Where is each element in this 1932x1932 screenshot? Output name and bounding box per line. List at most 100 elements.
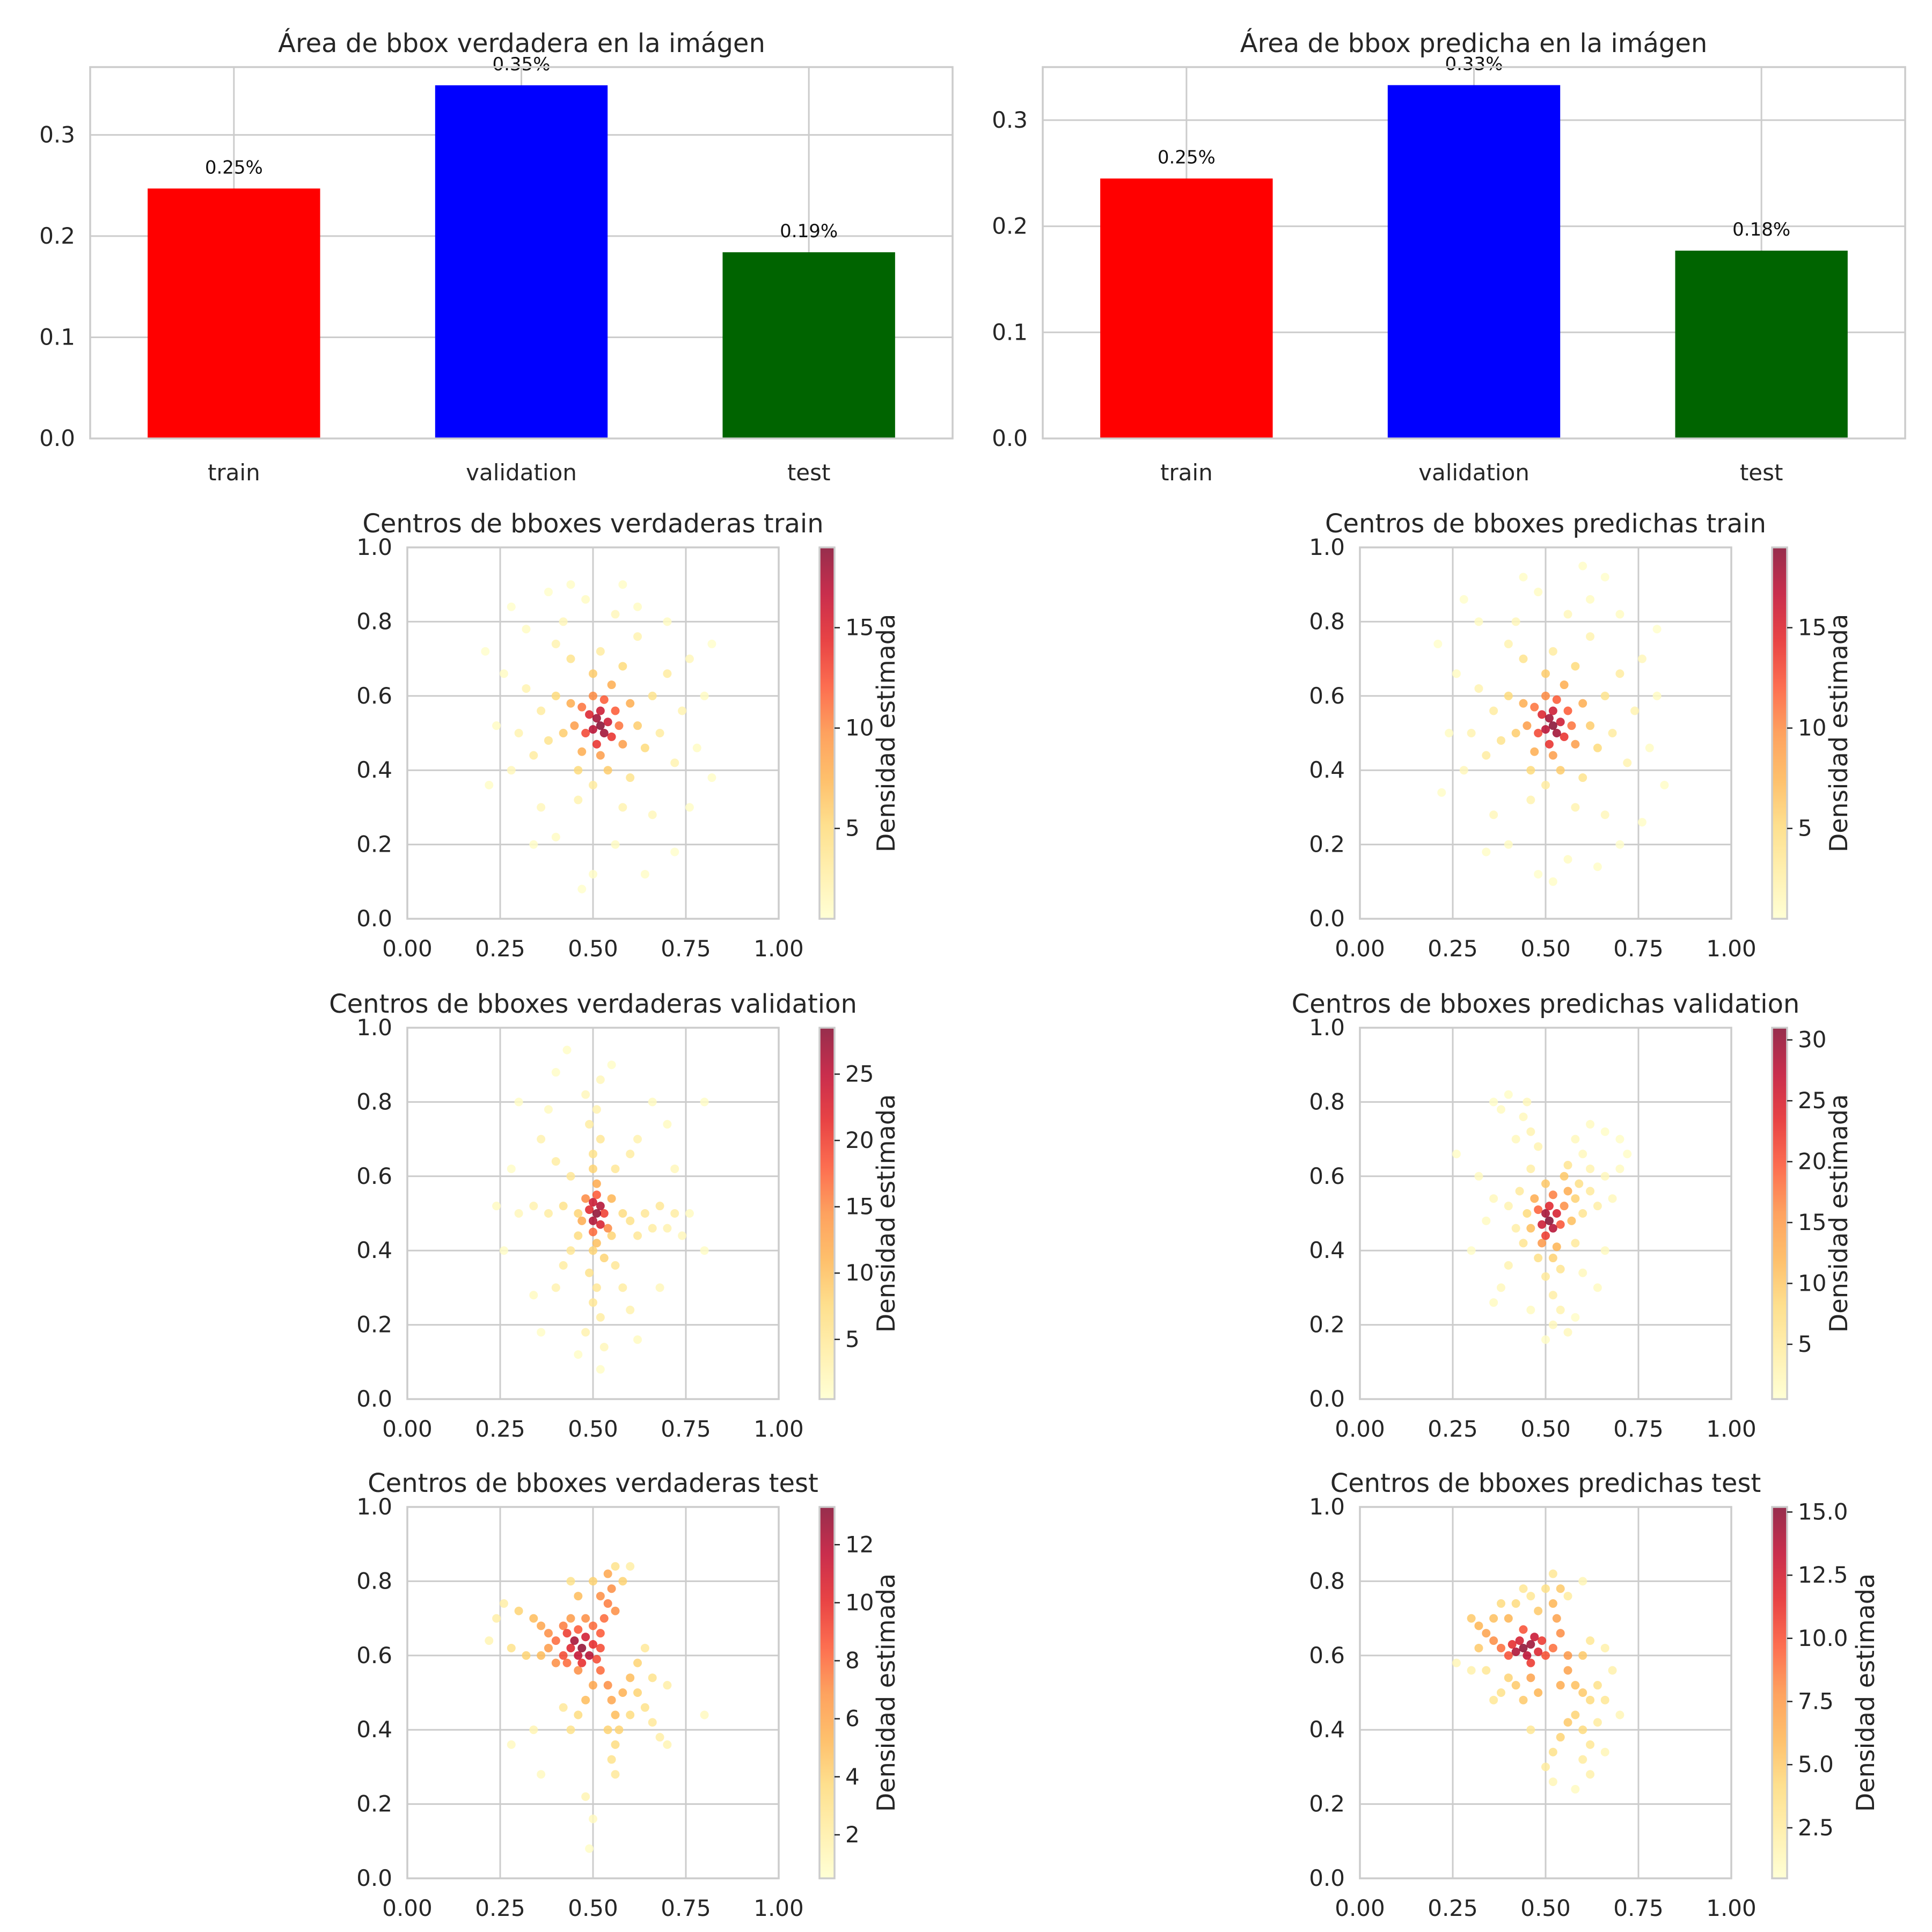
scatter-point: [485, 780, 494, 789]
scatter-point: [1482, 1629, 1491, 1638]
scatter-point: [1571, 1194, 1580, 1203]
scatter-point: [603, 1224, 612, 1233]
scatter-point: [566, 1725, 575, 1735]
scatter-point: [562, 1629, 572, 1638]
scatter-panel: Centros de bboxes predichas train 0.00 0.2…: [1309, 509, 1853, 962]
scatter-point: [1571, 1239, 1580, 1248]
scatter-point: [618, 1577, 627, 1586]
scatter-point: [551, 1068, 560, 1077]
y-tick-label: 0.2: [356, 1312, 392, 1338]
scatter-point: [1552, 695, 1561, 704]
x-tick-label: 0.00: [1335, 1416, 1385, 1442]
colorbar-tick-label: 25: [1798, 1087, 1826, 1114]
scatter-point: [648, 1673, 657, 1682]
scatter-point: [1571, 1784, 1580, 1794]
x-tick-label: 0.25: [1428, 1895, 1478, 1921]
scatter-point: [1567, 1216, 1576, 1225]
scatter-point: [544, 1643, 553, 1652]
scatter-point: [570, 1636, 579, 1645]
scatter-point: [1615, 1710, 1624, 1719]
scatter-point: [640, 743, 649, 752]
scatter-point: [611, 1710, 620, 1719]
scatter-point: [1586, 1770, 1595, 1779]
scatter-point: [499, 1246, 508, 1255]
scatter-point: [551, 832, 560, 841]
scatter-point: [596, 1666, 605, 1675]
scatter-point: [559, 729, 568, 737]
colorbar-tick-label: 5: [1798, 1331, 1812, 1357]
scatter-point: [1507, 1640, 1517, 1649]
scatter-point: [640, 1643, 649, 1652]
scatter-point: [1541, 1762, 1550, 1772]
scatter-point: [607, 1584, 616, 1593]
colorbar-tick-label: 5.0: [1798, 1751, 1834, 1777]
scatter-point: [1519, 1695, 1528, 1704]
scatter-point: [537, 1135, 546, 1144]
scatter-point: [1538, 710, 1547, 719]
scatter-point: [655, 729, 664, 737]
x-tick-label: 0.00: [382, 935, 433, 962]
colorbar-tick-label: 15: [1798, 614, 1826, 641]
scatter-point: [559, 1621, 568, 1630]
bar-value-label: 0.18%: [1732, 219, 1790, 240]
scatter-point: [611, 1740, 620, 1749]
scatter-point: [589, 1640, 597, 1649]
scatter-point: [1534, 729, 1543, 737]
colorbar-tick-label: 10: [1798, 715, 1826, 741]
colorbar-tick-label: 20: [1798, 1148, 1826, 1175]
scatter-point: [1526, 1224, 1535, 1233]
plot-frame: [1359, 1506, 1732, 1879]
scatter-point: [1545, 1202, 1554, 1211]
scatter-point: [589, 691, 597, 700]
x-tick-label: 1.00: [753, 1416, 804, 1442]
scatter-point: [1600, 1643, 1609, 1652]
plot-frame: [406, 1027, 780, 1400]
scatter-point: [585, 710, 594, 719]
scatter-point: [1526, 1592, 1535, 1601]
scatter-point: [514, 1209, 523, 1218]
scatter-point: [1541, 1179, 1550, 1188]
scatter-point: [1519, 1239, 1528, 1248]
scatter-point: [596, 647, 605, 656]
scatter-point: [537, 1770, 546, 1779]
scatter-point: [1489, 1298, 1498, 1307]
scatter-point: [1530, 747, 1539, 756]
scatter-point: [589, 725, 597, 734]
scatter-point: [633, 721, 642, 730]
y-tick-label: 0.8: [1309, 1088, 1345, 1115]
scatter-point: [1530, 1633, 1539, 1642]
scatter-point: [611, 1770, 620, 1779]
scatter-point: [626, 699, 635, 708]
x-tick-label: 0.00: [1335, 1895, 1385, 1921]
scatter-point: [1504, 1090, 1513, 1099]
colorbar-tick-label: 10: [845, 1260, 874, 1286]
scatter-point: [1548, 1747, 1557, 1757]
scatter-point: [1541, 1584, 1550, 1593]
scatter-point: [592, 1209, 601, 1218]
y-tick-label: 0.0: [356, 1865, 392, 1891]
scatter-point: [1511, 1647, 1520, 1656]
scatter-point: [599, 695, 609, 704]
scatter-point: [574, 1209, 583, 1218]
scatter-point: [1563, 610, 1572, 619]
scatter-point: [1545, 714, 1554, 723]
scatter-point: [589, 1577, 597, 1586]
scatter-point: [1586, 1164, 1595, 1173]
scatter-point: [1560, 680, 1569, 690]
scatter-point: [544, 588, 553, 597]
scatter-point: [592, 740, 601, 749]
scatter-point: [544, 736, 553, 745]
scatter-point: [566, 1643, 575, 1652]
scatter-point: [566, 580, 575, 589]
scatter-point: [1600, 1695, 1609, 1704]
scatter-point: [577, 1658, 587, 1667]
plot-frame: [89, 66, 954, 440]
scatter-point: [663, 1681, 672, 1690]
bar-marks: 0.25% 0.35% 0.19%: [148, 54, 895, 438]
scatter-point: [1563, 1328, 1572, 1337]
scatter-point: [596, 1643, 605, 1652]
scatter-point: [529, 1202, 538, 1211]
scatter-point: [574, 1625, 583, 1634]
scatter-point: [618, 662, 627, 671]
x-tick-label: 0.00: [382, 1416, 433, 1442]
